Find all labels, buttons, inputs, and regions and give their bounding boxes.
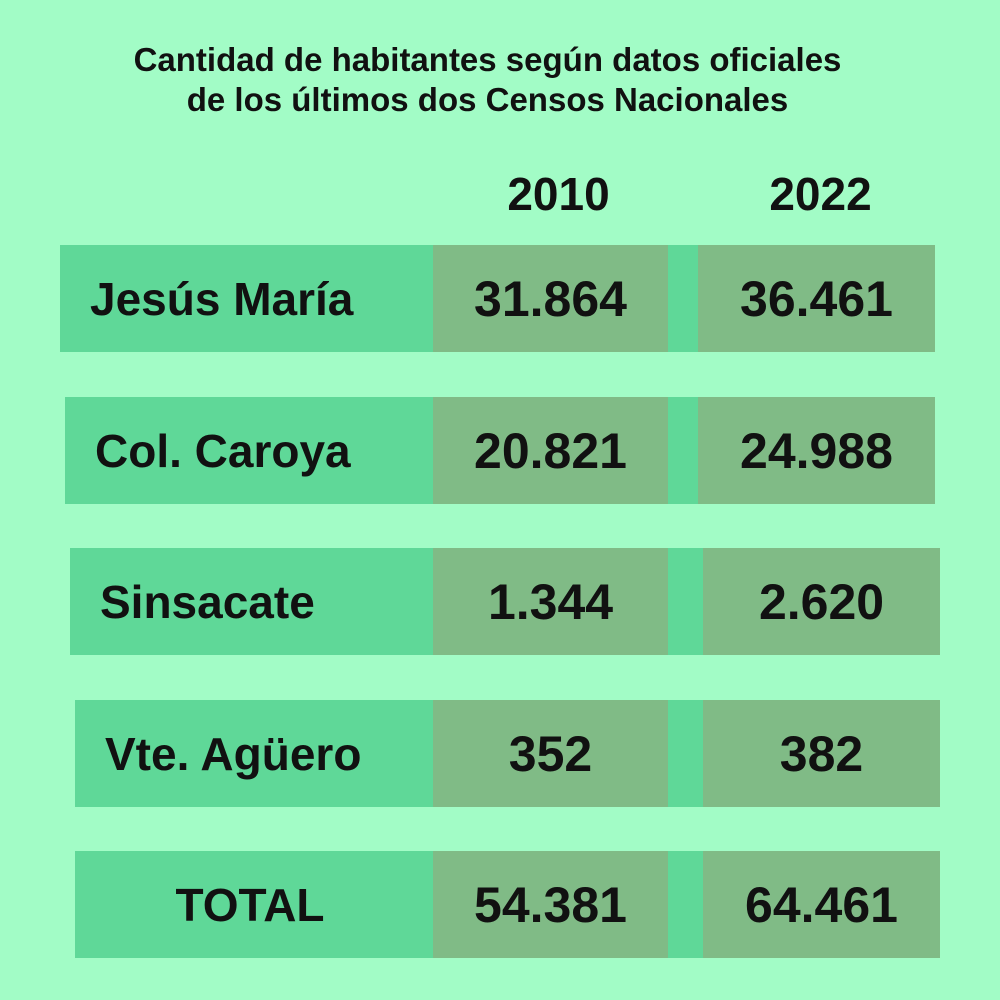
- value-cell: 352: [433, 700, 668, 807]
- value-cell: 64.461: [703, 851, 940, 958]
- value-cell: 382: [703, 700, 940, 807]
- column-header: 2022: [769, 168, 872, 220]
- title-line: de los últimos dos Censos Nacionales: [186, 81, 789, 118]
- value-cell: 20.821: [433, 397, 668, 504]
- row-label: Col. Caroya: [95, 424, 351, 477]
- value-cell: 2.620: [703, 548, 940, 655]
- column-header: 2010: [507, 168, 610, 220]
- title-line: Cantidad de habitantes según datos ofici…: [133, 41, 842, 78]
- value-cell: 31.864: [433, 245, 668, 352]
- value-cell: 1.344: [433, 548, 668, 655]
- value-cell: 24.988: [698, 397, 935, 504]
- row-label: TOTAL: [175, 878, 325, 931]
- value-cell: 36.461: [698, 245, 935, 352]
- row-label: Vte. Agüero: [105, 727, 362, 780]
- row-label: Jesús María: [90, 272, 354, 325]
- row-label: Sinsacate: [100, 575, 315, 628]
- value-cell: 54.381: [433, 851, 668, 958]
